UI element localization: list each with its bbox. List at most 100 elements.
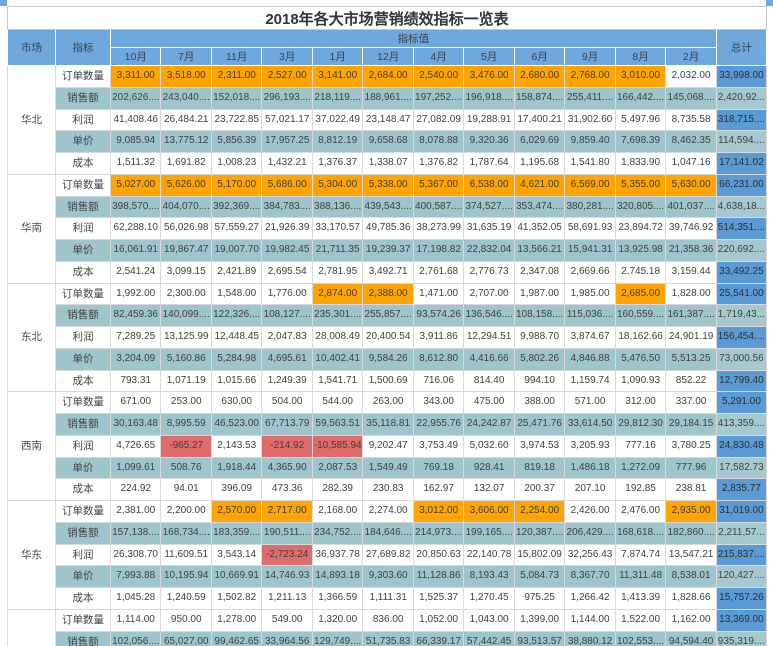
data-cell[interactable]: 392,369.... <box>210 195 263 219</box>
data-cell[interactable]: 1,366.59 <box>311 587 364 610</box>
data-cell[interactable]: 5,355.00 <box>614 173 667 197</box>
data-cell[interactable]: 4,621.00 <box>513 173 566 197</box>
data-cell[interactable]: 2,717.00 <box>261 500 313 523</box>
data-cell[interactable]: 1,432.21 <box>261 152 313 175</box>
data-cell[interactable]: 1,549.49 <box>362 456 414 480</box>
data-cell[interactable]: 206,429.... <box>564 521 616 545</box>
data-cell[interactable]: 2,168.00 <box>311 500 364 523</box>
data-cell[interactable]: 1,376.82 <box>412 152 465 175</box>
data-cell[interactable]: 140,099.... <box>160 304 212 327</box>
column-header-month[interactable]: 2月 <box>665 47 717 66</box>
total-cell[interactable]: 5,291.00 <box>715 391 768 414</box>
data-cell[interactable]: 2,540.00 <box>412 65 465 88</box>
data-cell[interactable]: 2,421.89 <box>210 260 263 284</box>
data-cell[interactable]: 3,141.00 <box>311 65 364 88</box>
total-cell[interactable]: 17,582.73 <box>715 456 768 480</box>
data-cell[interactable]: 1,320.00 <box>311 608 364 632</box>
data-cell[interactable]: 2,476.00 <box>614 500 667 523</box>
data-cell[interactable]: 188,961.... <box>362 86 414 110</box>
metric-label[interactable]: 成本 <box>55 152 111 175</box>
data-cell[interactable]: 852.22 <box>665 369 717 393</box>
data-cell[interactable]: 4,846.88 <box>564 347 616 371</box>
data-cell[interactable]: 3,874.67 <box>564 326 616 349</box>
data-cell[interactable]: 12,448.45 <box>210 326 263 349</box>
data-cell[interactable]: 5,284.98 <box>210 347 263 371</box>
data-cell[interactable]: 3,492.71 <box>362 260 414 284</box>
data-cell[interactable]: -10,585.94 <box>311 434 364 458</box>
data-cell[interactable]: 8,367.70 <box>564 565 616 588</box>
data-cell[interactable]: 439,543.... <box>362 195 414 219</box>
data-cell[interactable]: 37,022.49 <box>311 108 364 132</box>
data-cell[interactable]: 5,170.00 <box>210 173 263 197</box>
data-cell[interactable]: 11,128.86 <box>412 565 465 588</box>
data-cell[interactable]: 2,426.00 <box>564 500 616 523</box>
data-cell[interactable]: 1,691.82 <box>160 152 212 175</box>
data-cell[interactable]: 1,833.90 <box>614 152 667 175</box>
data-cell[interactable]: 253.00 <box>160 391 212 414</box>
data-cell[interactable]: 38,273.99 <box>412 217 465 240</box>
data-cell[interactable]: 3,204.09 <box>109 347 162 371</box>
data-cell[interactable]: 33,964.56 <box>261 630 313 646</box>
data-cell[interactable]: 184,646.... <box>362 521 414 545</box>
data-cell[interactable]: 1,502.82 <box>210 587 263 610</box>
data-cell[interactable]: 13,566.21 <box>513 239 566 262</box>
column-header-month[interactable]: 11月 <box>210 47 263 66</box>
data-cell[interactable]: 3,780.25 <box>665 434 717 458</box>
data-cell[interactable]: 2,254.00 <box>513 500 566 523</box>
metric-label[interactable]: 成本 <box>55 587 111 610</box>
data-cell[interactable]: 975.25 <box>513 587 566 610</box>
data-cell[interactable]: 94.01 <box>160 478 212 501</box>
data-cell[interactable]: 1,043.00 <box>463 608 515 632</box>
metric-label[interactable]: 订单数量 <box>55 391 111 414</box>
data-cell[interactable]: 29,184.15 <box>665 413 717 436</box>
data-cell[interactable]: 2,781.95 <box>311 260 364 284</box>
metric-label[interactable]: 成本 <box>55 260 111 284</box>
data-cell[interactable]: 17,957.25 <box>261 130 313 153</box>
data-cell[interactable]: 1,828.00 <box>665 282 717 306</box>
data-cell[interactable]: 17,400.21 <box>513 108 566 132</box>
data-cell[interactable]: 1,162.00 <box>665 608 717 632</box>
market-label[interactable]: 东北 <box>7 282 56 393</box>
metric-label[interactable]: 利润 <box>55 108 111 132</box>
data-cell[interactable]: 224.92 <box>109 478 162 501</box>
total-cell[interactable]: 114,594.... <box>715 130 768 153</box>
data-cell[interactable]: 2,143.53 <box>210 434 263 458</box>
data-cell[interactable]: 1,522.00 <box>614 608 667 632</box>
data-cell[interactable]: -965.27 <box>160 434 212 458</box>
data-cell[interactable]: 814.40 <box>463 369 515 393</box>
data-cell[interactable]: 1,159.74 <box>564 369 616 393</box>
data-cell[interactable]: 2,347.08 <box>513 260 566 284</box>
data-cell[interactable]: 1,511.32 <box>109 152 162 175</box>
market-label[interactable]: 西北 <box>7 608 56 646</box>
data-cell[interactable]: 115,036.... <box>564 304 616 327</box>
column-header-month[interactable]: 9月 <box>564 47 616 66</box>
data-cell[interactable]: 5,626.00 <box>160 173 212 197</box>
data-cell[interactable]: 2,874.00 <box>311 282 364 306</box>
data-cell[interactable]: 398,570.... <box>109 195 162 219</box>
data-cell[interactable]: 3,753.49 <box>412 434 465 458</box>
data-cell[interactable]: 62,288.10 <box>109 217 162 240</box>
data-cell[interactable]: 777.16 <box>614 434 667 458</box>
data-cell[interactable]: 9,988.70 <box>513 326 566 349</box>
data-cell[interactable]: 41,352.05 <box>513 217 566 240</box>
data-cell[interactable]: 23,894.72 <box>614 217 667 240</box>
data-cell[interactable]: 9,658.68 <box>362 130 414 153</box>
data-cell[interactable]: 7,289.25 <box>109 326 162 349</box>
total-cell[interactable]: 935,319.... <box>715 630 768 646</box>
data-cell[interactable]: 3,518.00 <box>160 65 212 88</box>
data-cell[interactable]: 8,462.35 <box>665 130 717 153</box>
data-cell[interactable]: 1,144.00 <box>564 608 616 632</box>
data-cell[interactable]: 11,311.48 <box>614 565 667 588</box>
data-cell[interactable]: 59,563.51 <box>311 413 364 436</box>
data-cell[interactable]: 1,471.00 <box>412 282 465 306</box>
data-cell[interactable]: 158,874.... <box>513 86 566 110</box>
data-cell[interactable]: 544.00 <box>311 391 364 414</box>
total-cell[interactable]: 33,492.25 <box>715 260 768 284</box>
metric-label[interactable]: 利润 <box>55 217 111 240</box>
data-cell[interactable]: 1,099.61 <box>109 456 162 480</box>
data-cell[interactable]: 23,148.47 <box>362 108 414 132</box>
data-cell[interactable]: 263.00 <box>362 391 414 414</box>
data-cell[interactable]: 8,995.59 <box>160 413 212 436</box>
data-cell[interactable]: 152,018.... <box>210 86 263 110</box>
data-cell[interactable]: 255,857.... <box>362 304 414 327</box>
